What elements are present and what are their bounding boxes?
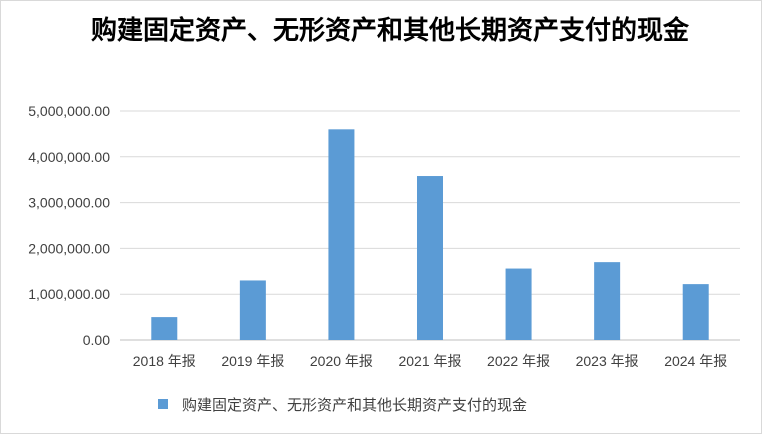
x-tick-label: 2023 年报	[576, 353, 639, 369]
bar	[151, 317, 178, 340]
x-tick-label: 2021 年报	[398, 353, 461, 369]
x-tick-label: 2019 年报	[221, 353, 284, 369]
y-tick-label: 2,000,000.00	[28, 240, 110, 256]
y-tick-label: 4,000,000.00	[28, 149, 110, 165]
bar	[328, 129, 355, 340]
bar	[594, 262, 621, 340]
bar	[417, 176, 443, 340]
legend: 购建固定资产、无形资产和其他长期资产支付的现金	[158, 394, 527, 414]
bar	[505, 268, 532, 340]
y-tick-label: 3,000,000.00	[28, 195, 110, 211]
y-tick-label: 0.00	[83, 332, 110, 348]
legend-swatch	[158, 399, 168, 409]
x-axis: 2018 年报 2019 年报 2020 年报 2021 年报 2022 年报 2023 …	[133, 353, 727, 369]
bar	[682, 284, 709, 340]
bars	[151, 129, 709, 340]
x-tick-label: 2022 年报	[487, 353, 550, 369]
x-tick-label: 2018 年报	[133, 353, 196, 369]
y-tick-label: 5,000,000.00	[28, 103, 110, 119]
y-tick-label: 1,000,000.00	[28, 286, 110, 302]
x-tick-label: 2020 年报	[310, 353, 373, 369]
y-axis: 0.00 1,000,000.00 2,000,000.00 3,000,000.00…	[28, 103, 110, 348]
chart-title: 购建固定资产、无形资产和其他长期资产支付的现金	[90, 16, 689, 46]
x-tick-label: 2024 年报	[664, 353, 727, 369]
legend-label: 购建固定资产、无形资产和其他长期资产支付的现金	[182, 395, 528, 414]
bar	[239, 280, 266, 340]
